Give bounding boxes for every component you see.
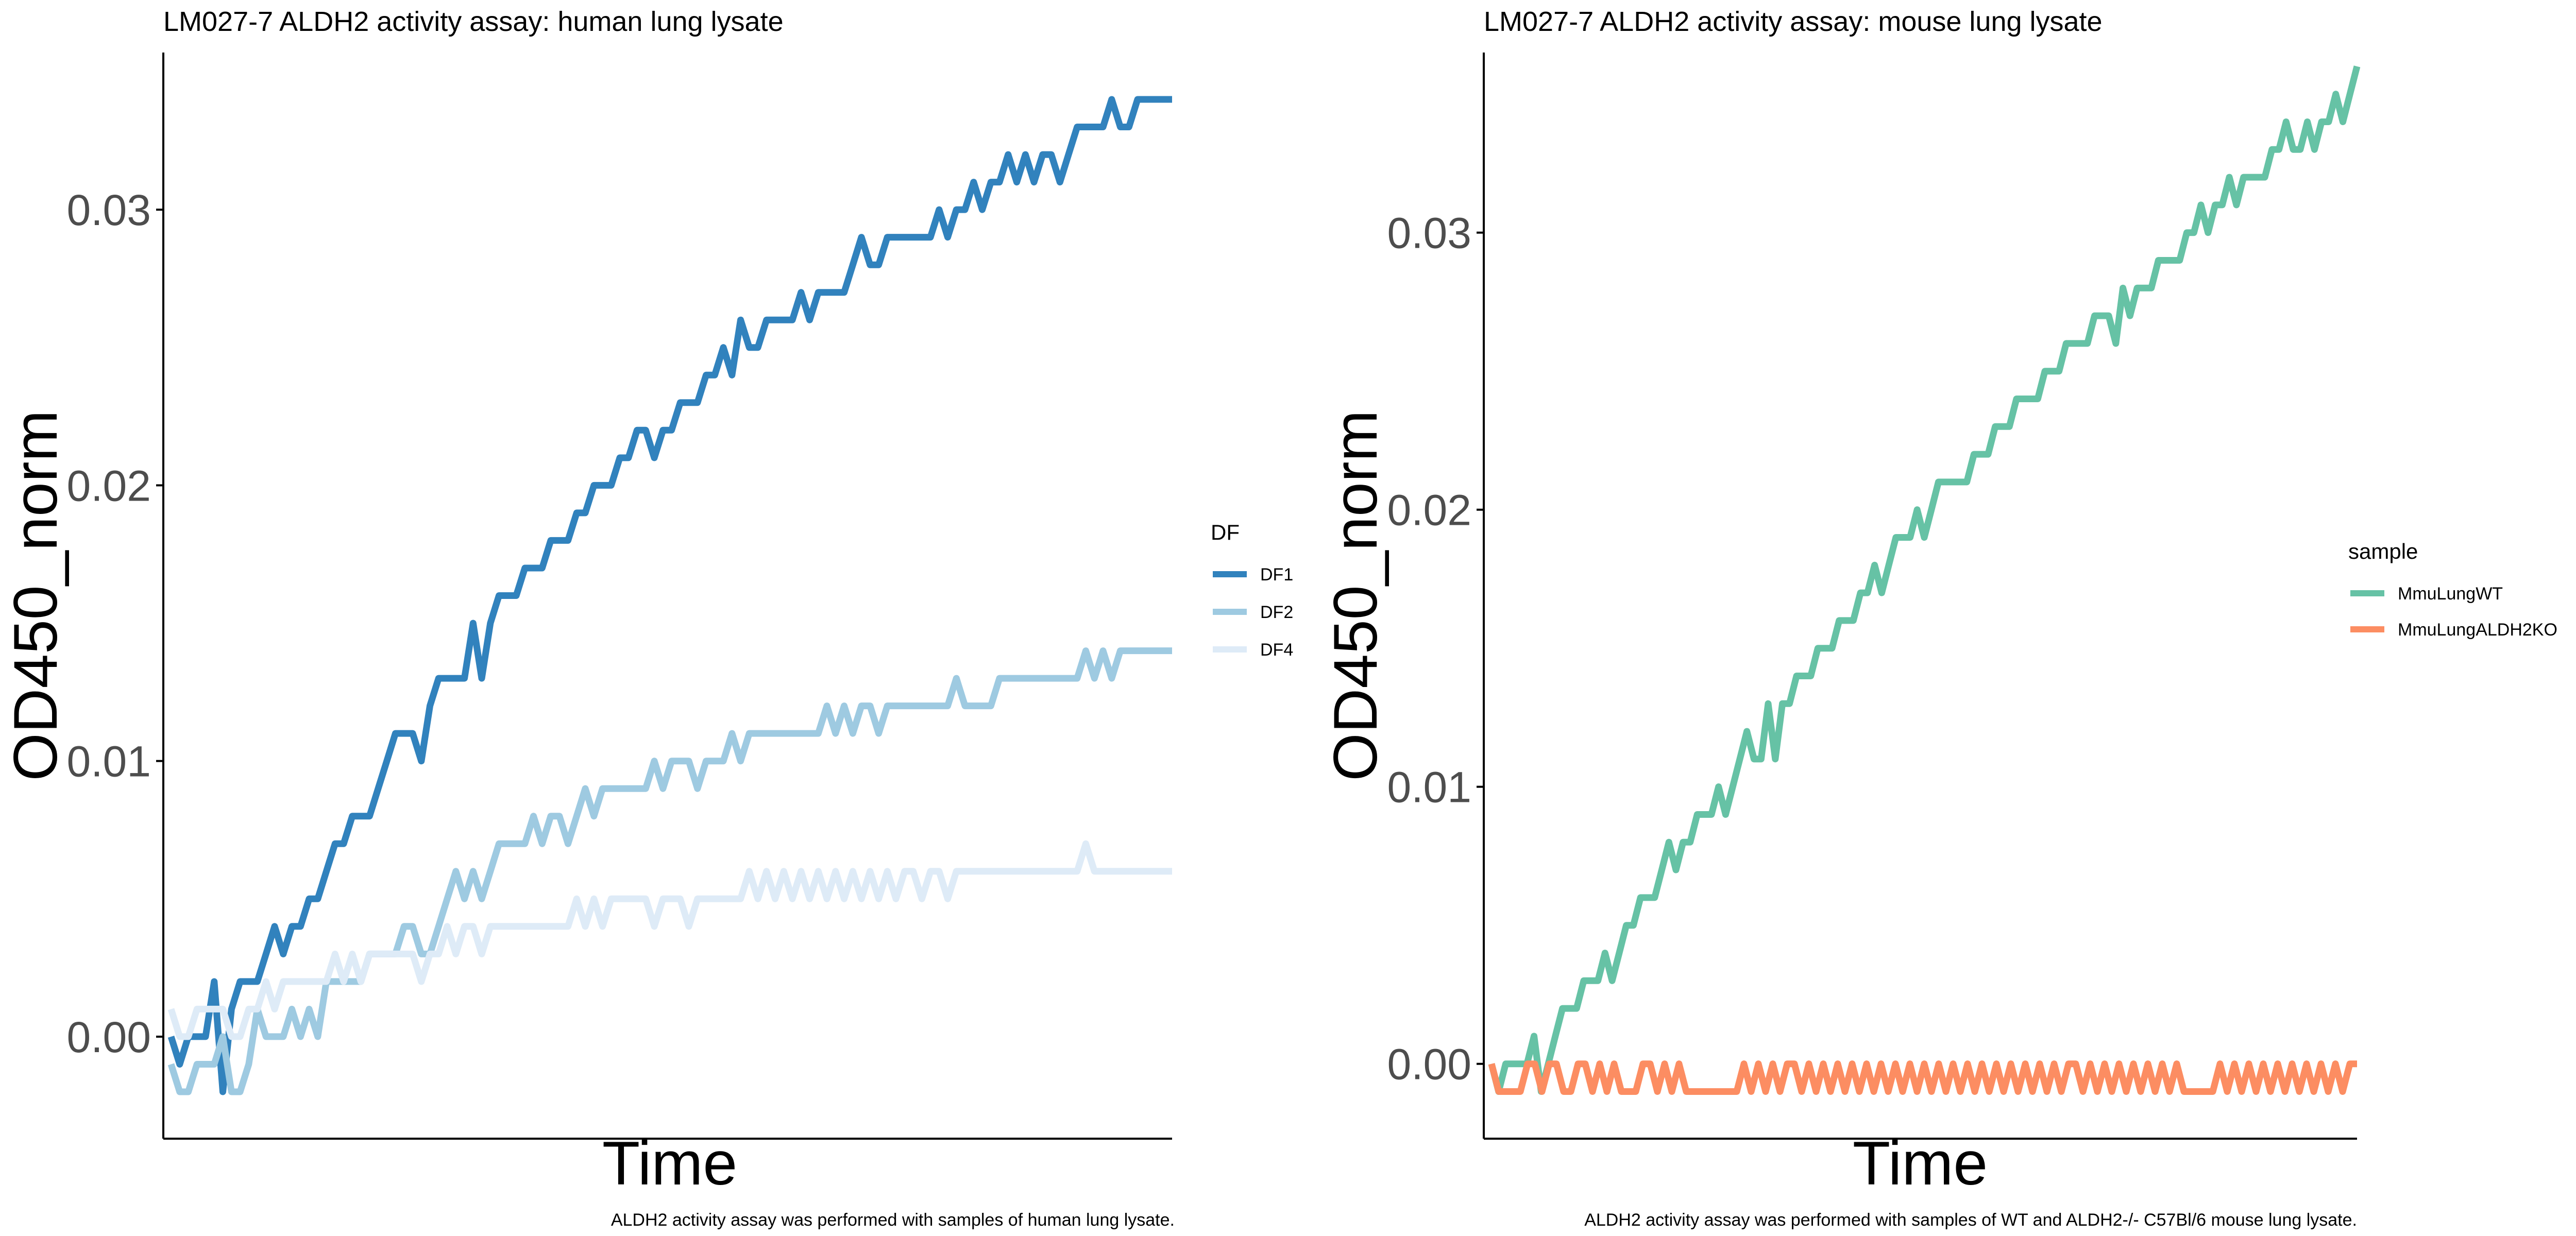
y-axis-label: OD450_norm — [1, 410, 70, 781]
legend-label-DF4: DF4 — [1260, 640, 1293, 660]
y-axis-label: OD450_norm — [1321, 410, 1390, 781]
y-tick-label: 0.03 — [67, 186, 151, 234]
panel-mouse-lung: LM027-7 ALDH2 activity assay: mouse lung… — [1321, 6, 2557, 1230]
chart-caption: ALDH2 activity assay was performed with … — [1584, 1210, 2357, 1230]
legend-label-DF1: DF1 — [1260, 565, 1293, 585]
legend-label-MmuLungALDH2KO: MmuLungALDH2KO — [2398, 620, 2557, 640]
y-tick-label: 0.03 — [1387, 209, 1472, 258]
chart-title: LM027-7 ALDH2 activity assay: human lung… — [163, 6, 784, 37]
legend-label-DF2: DF2 — [1260, 603, 1293, 622]
y-tick-label: 0.00 — [67, 1013, 151, 1061]
legend-label-MmuLungWT: MmuLungWT — [2398, 584, 2503, 604]
panel-human-lung: LM027-7 ALDH2 activity assay: human lung… — [1, 6, 1293, 1230]
y-tick-label: 0.02 — [1387, 486, 1472, 535]
y-tick-label: 0.00 — [1387, 1040, 1472, 1089]
y-tick-label: 0.02 — [67, 461, 151, 510]
series-line-MmuLungWT — [1488, 65, 2361, 1095]
x-axis-label: Time — [1853, 1129, 1988, 1198]
chart-caption: ALDH2 activity assay was performed with … — [611, 1210, 1175, 1230]
series-line-DF1 — [167, 96, 1172, 1095]
series-line-DF2 — [167, 647, 1172, 1095]
series-line-DF4 — [167, 840, 1172, 1040]
chart-title: LM027-7 ALDH2 activity assay: mouse lung… — [1484, 6, 2103, 37]
y-tick-label: 0.01 — [1387, 763, 1472, 812]
y-tick-label: 0.01 — [67, 737, 151, 786]
legend-title: sample — [2348, 539, 2418, 563]
legend-title: DF — [1211, 520, 1240, 544]
x-axis-label: Time — [602, 1129, 737, 1198]
series-line-MmuLungALDH2KO — [1488, 1060, 2357, 1095]
